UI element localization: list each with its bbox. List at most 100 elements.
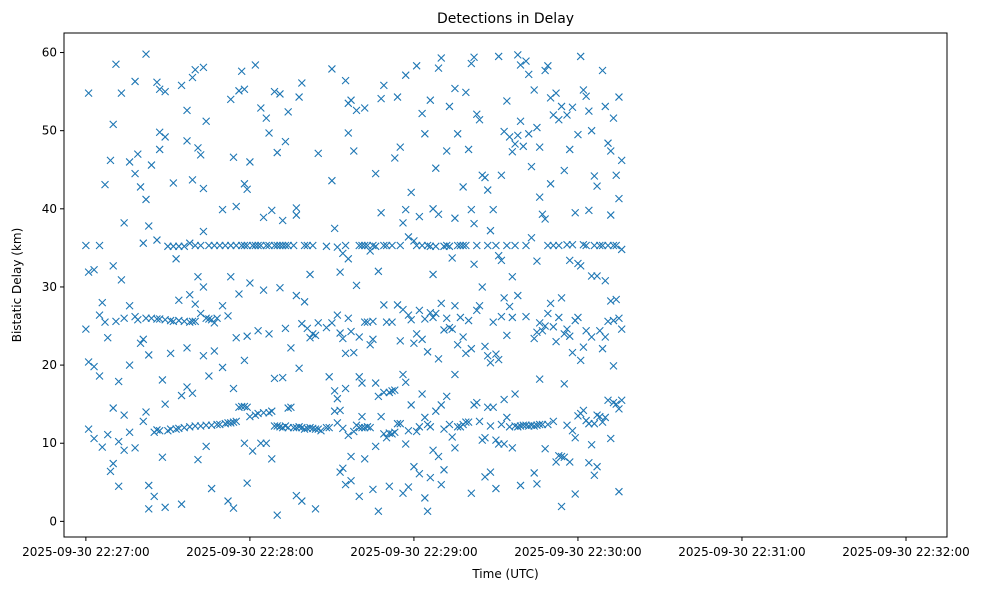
detection-point	[202, 442, 211, 451]
detection-point	[366, 423, 375, 432]
detection-point	[224, 311, 232, 320]
detection-point	[218, 363, 227, 372]
detection-point	[576, 356, 585, 365]
detection-point	[489, 403, 498, 412]
detection-point	[81, 325, 90, 334]
detection-point	[442, 241, 451, 250]
detection-point	[131, 169, 139, 178]
detection-point	[388, 241, 396, 250]
detection-point	[352, 281, 361, 290]
detection-point	[262, 439, 271, 448]
detection-point	[139, 335, 148, 344]
detection-point	[401, 205, 410, 214]
detection-point	[166, 425, 175, 434]
detection-point	[423, 507, 432, 516]
detection-point	[125, 428, 134, 437]
detection-point	[259, 213, 268, 222]
detection-point	[404, 483, 413, 491]
detection-point	[530, 334, 539, 343]
detection-point	[552, 89, 560, 98]
detection-point	[470, 260, 478, 269]
detection-point	[95, 372, 104, 380]
detection-point	[492, 484, 500, 493]
detection-point	[617, 396, 626, 405]
detection-point	[226, 95, 235, 104]
detection-point	[494, 251, 503, 260]
detection-point	[543, 241, 552, 250]
detection-point	[505, 302, 514, 311]
detection-point	[374, 392, 383, 401]
detection-point	[191, 317, 200, 326]
detection-point	[344, 431, 353, 440]
detection-point	[284, 108, 293, 116]
detection-point	[183, 344, 191, 352]
detection-point	[349, 427, 358, 436]
detection-point	[125, 301, 134, 310]
detection-point	[527, 233, 536, 242]
detection-point	[103, 430, 112, 439]
detection-point	[606, 297, 615, 305]
detection-point	[112, 60, 120, 69]
detection-point	[355, 492, 364, 501]
detection-point	[524, 70, 533, 79]
x-tick-label: 2025-09-30 22:32:00	[842, 545, 969, 559]
detection-point	[549, 322, 558, 331]
detection-point	[574, 313, 582, 322]
detection-point	[502, 331, 511, 340]
detection-point	[229, 418, 238, 427]
detection-point	[369, 241, 377, 250]
detection-point	[527, 421, 536, 430]
detection-point	[213, 314, 221, 323]
detection-point	[150, 492, 159, 501]
detection-point	[333, 311, 342, 319]
detection-point	[568, 103, 577, 112]
x-axis-title: Time (UTC)	[471, 567, 538, 581]
detection-point	[612, 400, 621, 409]
detection-point	[538, 420, 547, 429]
detection-point	[382, 433, 391, 442]
detection-point	[418, 390, 427, 398]
detection-point	[470, 219, 478, 228]
plot-area	[81, 50, 626, 520]
detection-point	[360, 104, 369, 112]
detection-point	[84, 425, 93, 434]
detection-point	[379, 81, 388, 90]
detection-point	[554, 451, 563, 460]
detection-point	[382, 318, 391, 327]
detection-point	[109, 404, 118, 412]
detection-point	[396, 336, 405, 345]
detection-point	[199, 63, 208, 72]
detection-point	[109, 459, 118, 468]
detection-point	[185, 239, 194, 248]
detection-point	[612, 295, 621, 304]
detection-point	[407, 315, 416, 324]
detection-point	[303, 241, 312, 250]
detection-point	[139, 239, 148, 248]
detection-point	[412, 241, 421, 250]
detection-point	[371, 169, 380, 178]
detection-point	[451, 444, 459, 452]
detection-point	[467, 205, 476, 214]
detection-point	[218, 205, 227, 214]
detection-point	[423, 241, 432, 250]
detection-point	[243, 479, 252, 487]
detection-point	[240, 85, 249, 94]
detection-point	[396, 241, 405, 250]
detection-point	[295, 364, 303, 373]
detection-point	[311, 331, 320, 340]
detection-point	[235, 86, 243, 95]
detection-point	[617, 325, 626, 334]
detection-point	[273, 422, 282, 430]
detection-point	[423, 347, 432, 356]
detection-point	[538, 210, 547, 219]
detection-point	[464, 145, 473, 154]
detection-point	[284, 404, 293, 412]
detection-point	[194, 143, 202, 152]
detection-point	[568, 240, 577, 249]
detection-point	[429, 446, 437, 455]
detection-point	[109, 120, 118, 129]
detection-point	[281, 241, 290, 250]
detection-point	[388, 318, 396, 327]
detection-point	[237, 67, 246, 76]
